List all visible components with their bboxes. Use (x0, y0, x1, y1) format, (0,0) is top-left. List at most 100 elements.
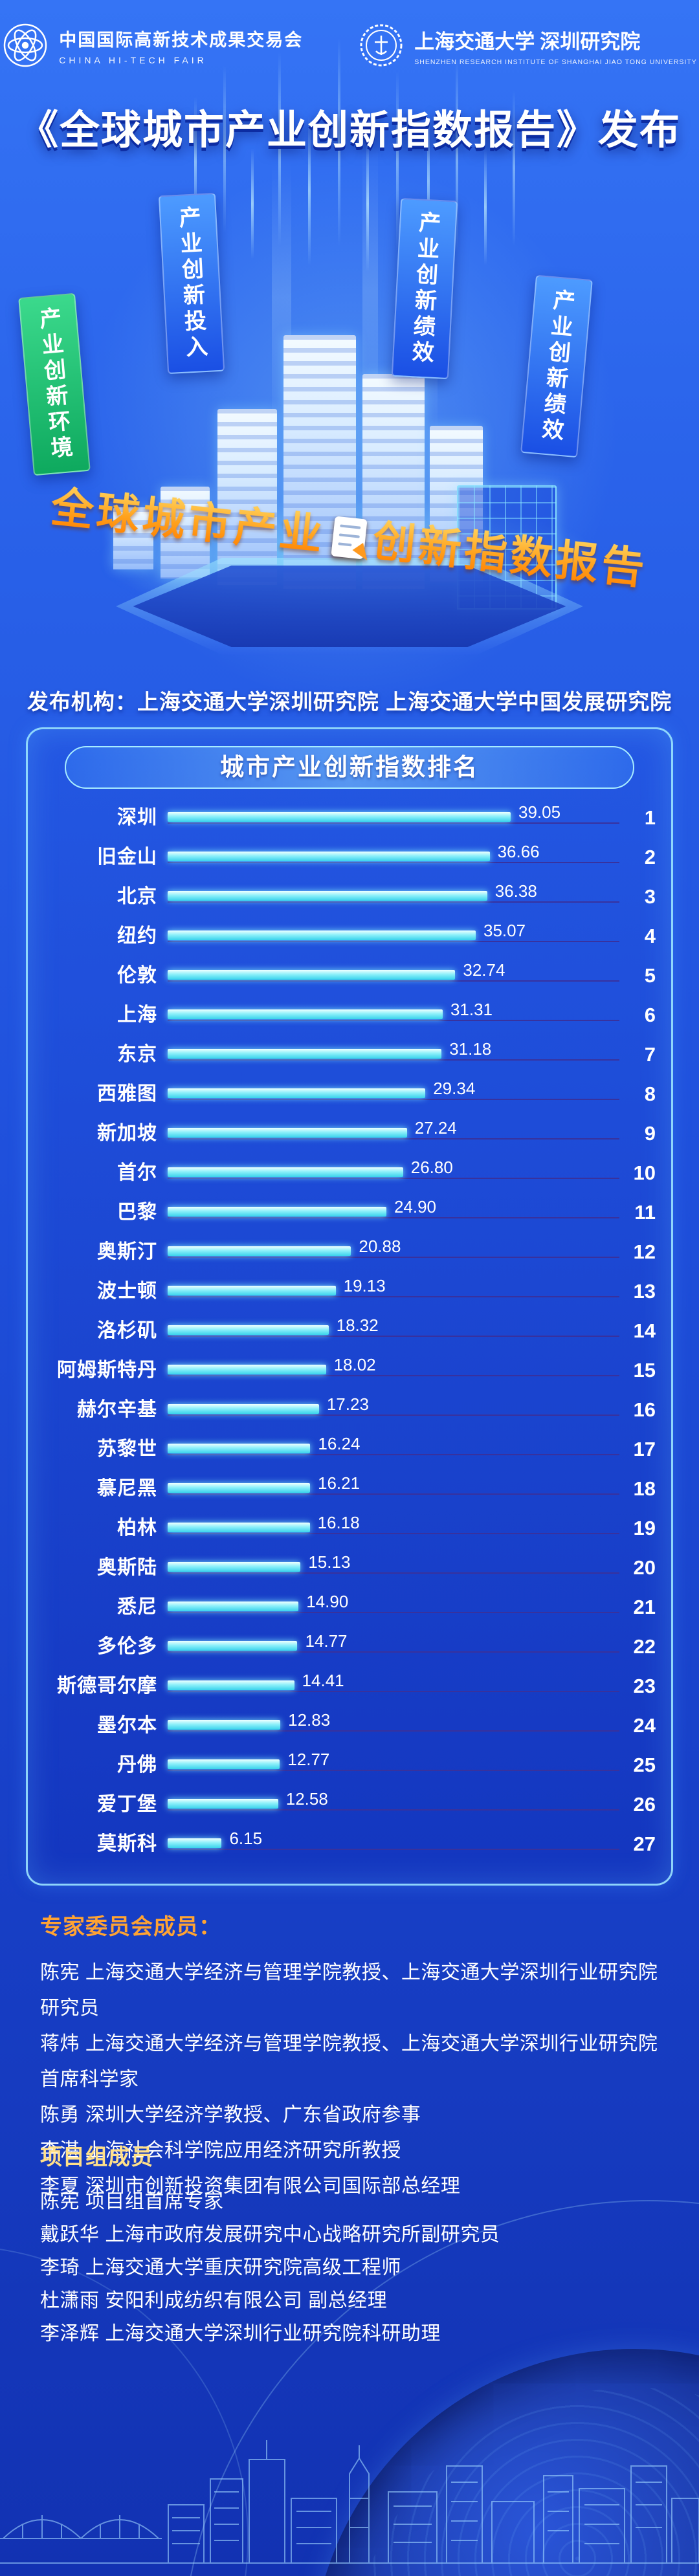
bar (168, 852, 490, 861)
city-label: 斯德哥尔摩 (57, 1675, 157, 1697)
city-label: 奥斯陆 (97, 1557, 157, 1578)
bar-track (168, 1296, 619, 1297)
bar-track (168, 1020, 619, 1021)
bar-track (168, 1849, 619, 1850)
chart-row: 洛杉矶 18.32 14 (33, 1311, 656, 1350)
banner-innovation-performance: 产业创新绩效 (391, 197, 458, 380)
sjtu-institute-name: 深圳研究院 (540, 30, 641, 53)
rank-label: 21 (633, 1596, 656, 1618)
expert-member: 李湛 上海社会科学院应用经济研究所教授 (40, 2140, 401, 2161)
value-label: 12.58 (285, 1789, 328, 1809)
bar (168, 1404, 319, 1414)
bar-zone: 14.41 (168, 1666, 622, 1706)
hero-illustration: 产业创新环境 产业创新投入 产业创新绩效 产业创新绩效 全球城市产业 创新指数报告 (0, 39, 699, 692)
bar-track (168, 1336, 619, 1337)
value-label: 16.24 (318, 1434, 361, 1453)
chart-row: 旧金山 36.66 2 (33, 837, 656, 877)
bar (168, 1759, 280, 1769)
bar (168, 1049, 442, 1059)
bar-track (168, 1651, 619, 1653)
bar (168, 1167, 403, 1177)
light-streak (308, 116, 311, 265)
chart-row: 西雅图 29.34 8 (33, 1074, 656, 1114)
rank-label: 9 (644, 1122, 656, 1145)
value-label: 35.07 (483, 921, 526, 940)
bar-zone: 24.90 (168, 1193, 622, 1232)
team-heading: 项目组成员 (40, 2145, 153, 2170)
rank-label: 8 (644, 1083, 656, 1105)
rank-label: 12 (633, 1240, 656, 1263)
value-label: 26.80 (410, 1158, 453, 1177)
expert-member: 李夏 深圳市创新投资集团有限公司国际部总经理 (40, 2175, 461, 2197)
bar-track (168, 901, 619, 903)
rank-label: 2 (644, 846, 656, 868)
value-label: 31.31 (450, 1000, 493, 1019)
value-label: 18.32 (336, 1316, 379, 1335)
header: 中国国际高新技术成果交易会 CHINA HI-TECH FAIR 上海交通大学深… (0, 22, 699, 69)
bar-zone: 14.77 (168, 1627, 622, 1666)
bar-zone: 32.74 (168, 956, 622, 995)
light-streak (223, 65, 226, 233)
chart-row: 柏林 16.18 19 (33, 1508, 656, 1548)
city-label: 西雅图 (97, 1083, 157, 1105)
sjtu-logo: 上海交通大学 深圳研究院 SHENZHEN RESEARCH INSTITUTE … (359, 23, 697, 68)
chart-row: 伦敦 32.74 5 (33, 956, 656, 995)
rank-label: 25 (633, 1754, 656, 1776)
city-label: 苏黎世 (97, 1438, 157, 1460)
city-label: 悉尼 (117, 1596, 157, 1618)
chart-row: 新加坡 27.24 9 (33, 1114, 656, 1153)
city-label: 巴黎 (117, 1202, 157, 1223)
value-label: 36.66 (497, 842, 540, 861)
team-member: 杜潇雨 安阳利成纺织有限公司 副总经理 (40, 2290, 388, 2311)
bar-track (168, 1178, 619, 1179)
bar-track (168, 1493, 619, 1495)
bar-track (168, 1770, 619, 1771)
team-section: 项目组成员 陈宪 项目组首席专家 戴跃华 上海市政府发展研究中心战略研究所副研究… (40, 2139, 673, 2350)
team-member: 戴跃华 上海市政府发展研究中心战略研究所副研究员 (40, 2224, 500, 2245)
chart-row: 爱丁堡 12.58 26 (33, 1785, 656, 1824)
bar (168, 1444, 311, 1453)
sjtu-logo-text: 上海交通大学 深圳研究院 SHENZHEN RESEARCH INSTITUTE … (414, 25, 697, 66)
rank-label: 27 (633, 1833, 656, 1855)
bar-zone: 31.31 (168, 995, 622, 1035)
city-label: 洛杉矶 (97, 1320, 157, 1341)
bar-zone: 12.58 (168, 1785, 622, 1824)
city-label: 奥斯汀 (97, 1241, 157, 1262)
value-label: 16.18 (317, 1513, 360, 1532)
chart-row: 莫斯科 6.15 27 (33, 1824, 656, 1864)
bar-zone: 39.05 (168, 798, 622, 837)
chart-row: 墨尔本 12.83 24 (33, 1706, 656, 1745)
light-streak (396, 71, 399, 252)
value-label: 14.77 (305, 1631, 348, 1651)
sjtu-emblem-icon (359, 23, 404, 68)
rank-label: 11 (634, 1201, 656, 1224)
bar (168, 1602, 299, 1611)
team-member: 陈宪 项目组首席专家 (40, 2191, 224, 2212)
bar-track (168, 1138, 619, 1139)
value-label: 16.21 (318, 1473, 361, 1493)
banner-label: 产业创新绩效 (408, 210, 441, 367)
chart-row: 赫尔辛基 17.23 16 (33, 1390, 656, 1429)
bar (168, 1088, 426, 1098)
chart-row: 深圳 39.05 1 (33, 798, 656, 837)
city-label: 旧金山 (97, 846, 157, 868)
city-label: 波士顿 (97, 1281, 157, 1302)
bar-zone: 14.90 (168, 1587, 622, 1627)
banner-innovation-environment: 产业创新环境 (18, 292, 91, 476)
city-label: 阿姆斯特丹 (57, 1360, 157, 1381)
chtf-logo: 中国国际高新技术成果交易会 CHINA HI-TECH FAIR (2, 22, 303, 69)
light-streak (427, 110, 430, 252)
experts-section: 专家委员会成员： 陈宪 上海交通大学经济与管理学院教授、上海交通大学深圳行业研究… (40, 1909, 673, 2204)
chart-row: 东京 31.18 7 (33, 1035, 656, 1074)
building (362, 374, 425, 589)
bar-zone: 16.18 (168, 1508, 622, 1548)
chart-row: 纽约 35.07 4 (33, 916, 656, 956)
bar-track (168, 980, 619, 982)
rank-label: 15 (633, 1359, 656, 1382)
bar-track (168, 1257, 619, 1258)
value-label: 31.18 (449, 1039, 492, 1059)
banner-label: 产业创新环境 (35, 305, 73, 463)
sjtu-name-cn: 上海交通大学 深圳研究院 (414, 25, 697, 54)
chart-title: 城市产业创新指数排名 (65, 746, 634, 789)
chart-row: 悉尼 14.90 21 (33, 1587, 656, 1627)
